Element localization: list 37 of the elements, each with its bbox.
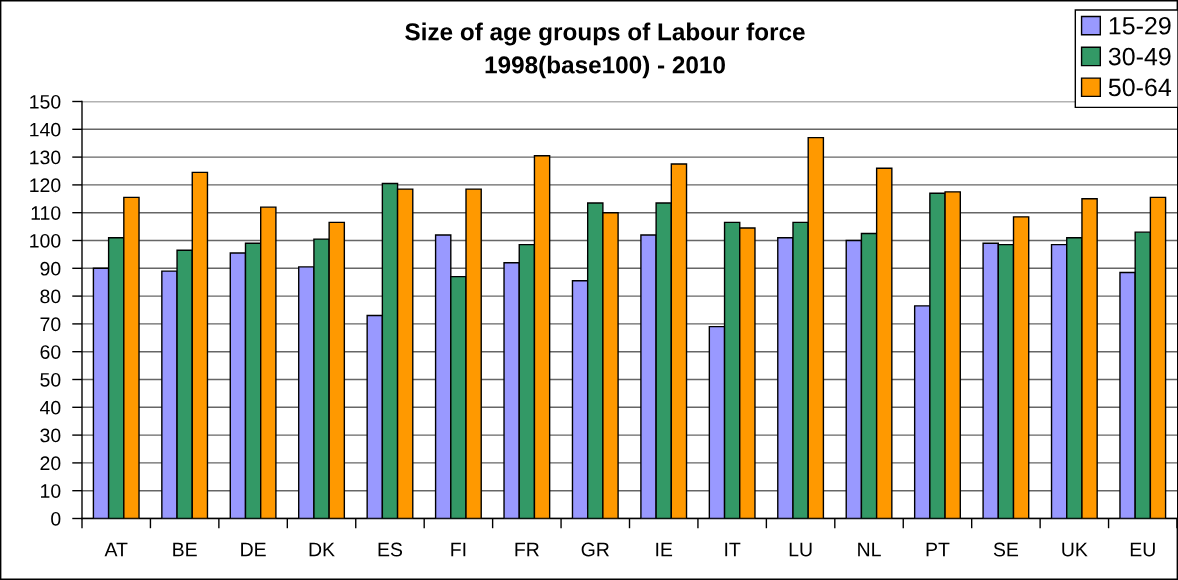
x-tick-label: FI — [451, 542, 466, 557]
x-tick-label: LU — [789, 542, 812, 557]
x-tick-label: AT — [104, 542, 128, 557]
y-tick-label: 50 — [40, 372, 61, 387]
y-tick-label: 40 — [39, 400, 61, 415]
x-tick-label: DE — [241, 542, 266, 557]
y-tick-label: 10 — [41, 484, 61, 498]
y-tick-label: 140 — [30, 122, 61, 137]
x-tick-label: FR — [515, 542, 539, 557]
x-tick-label: ES — [378, 542, 403, 557]
x-tick-label: PT — [926, 542, 950, 557]
chart-subtitle: 1998(base100) - 2010 — [485, 55, 725, 79]
x-tick-label: BE — [173, 542, 197, 557]
x-tick-label: NL — [858, 542, 881, 557]
x-tick-label: IT — [725, 542, 741, 557]
y-tick-label: 150 — [30, 94, 61, 109]
chart-title: Size of age groups of Labour force — [405, 22, 805, 46]
x-tick-label: GR — [581, 542, 609, 557]
y-tick-label: 0 — [51, 511, 61, 526]
y-tick-label: 130 — [30, 150, 61, 165]
y-tick-label: 80 — [40, 289, 61, 304]
x-tick-label: IE — [656, 542, 673, 557]
y-tick-label: 70 — [40, 317, 61, 332]
legend-label: 50-64 — [1108, 78, 1172, 97]
x-tick-label: EU — [1130, 542, 1155, 557]
y-tick-label: 30 — [40, 428, 61, 443]
x-tick-label: SE — [993, 542, 1019, 557]
legend-label: 30-49 — [1108, 47, 1171, 66]
legend-label: 15-29 — [1109, 16, 1171, 35]
x-tick-label: UK — [1062, 542, 1088, 557]
y-tick-label: 100 — [30, 233, 61, 248]
y-tick-label: 60 — [40, 345, 61, 359]
y-tick-label: 20 — [40, 456, 61, 471]
x-tick-label: DK — [309, 542, 335, 557]
y-tick-label: 90 — [40, 261, 61, 276]
y-tick-label: 120 — [30, 178, 61, 193]
y-tick-label: 110 — [31, 206, 61, 220]
